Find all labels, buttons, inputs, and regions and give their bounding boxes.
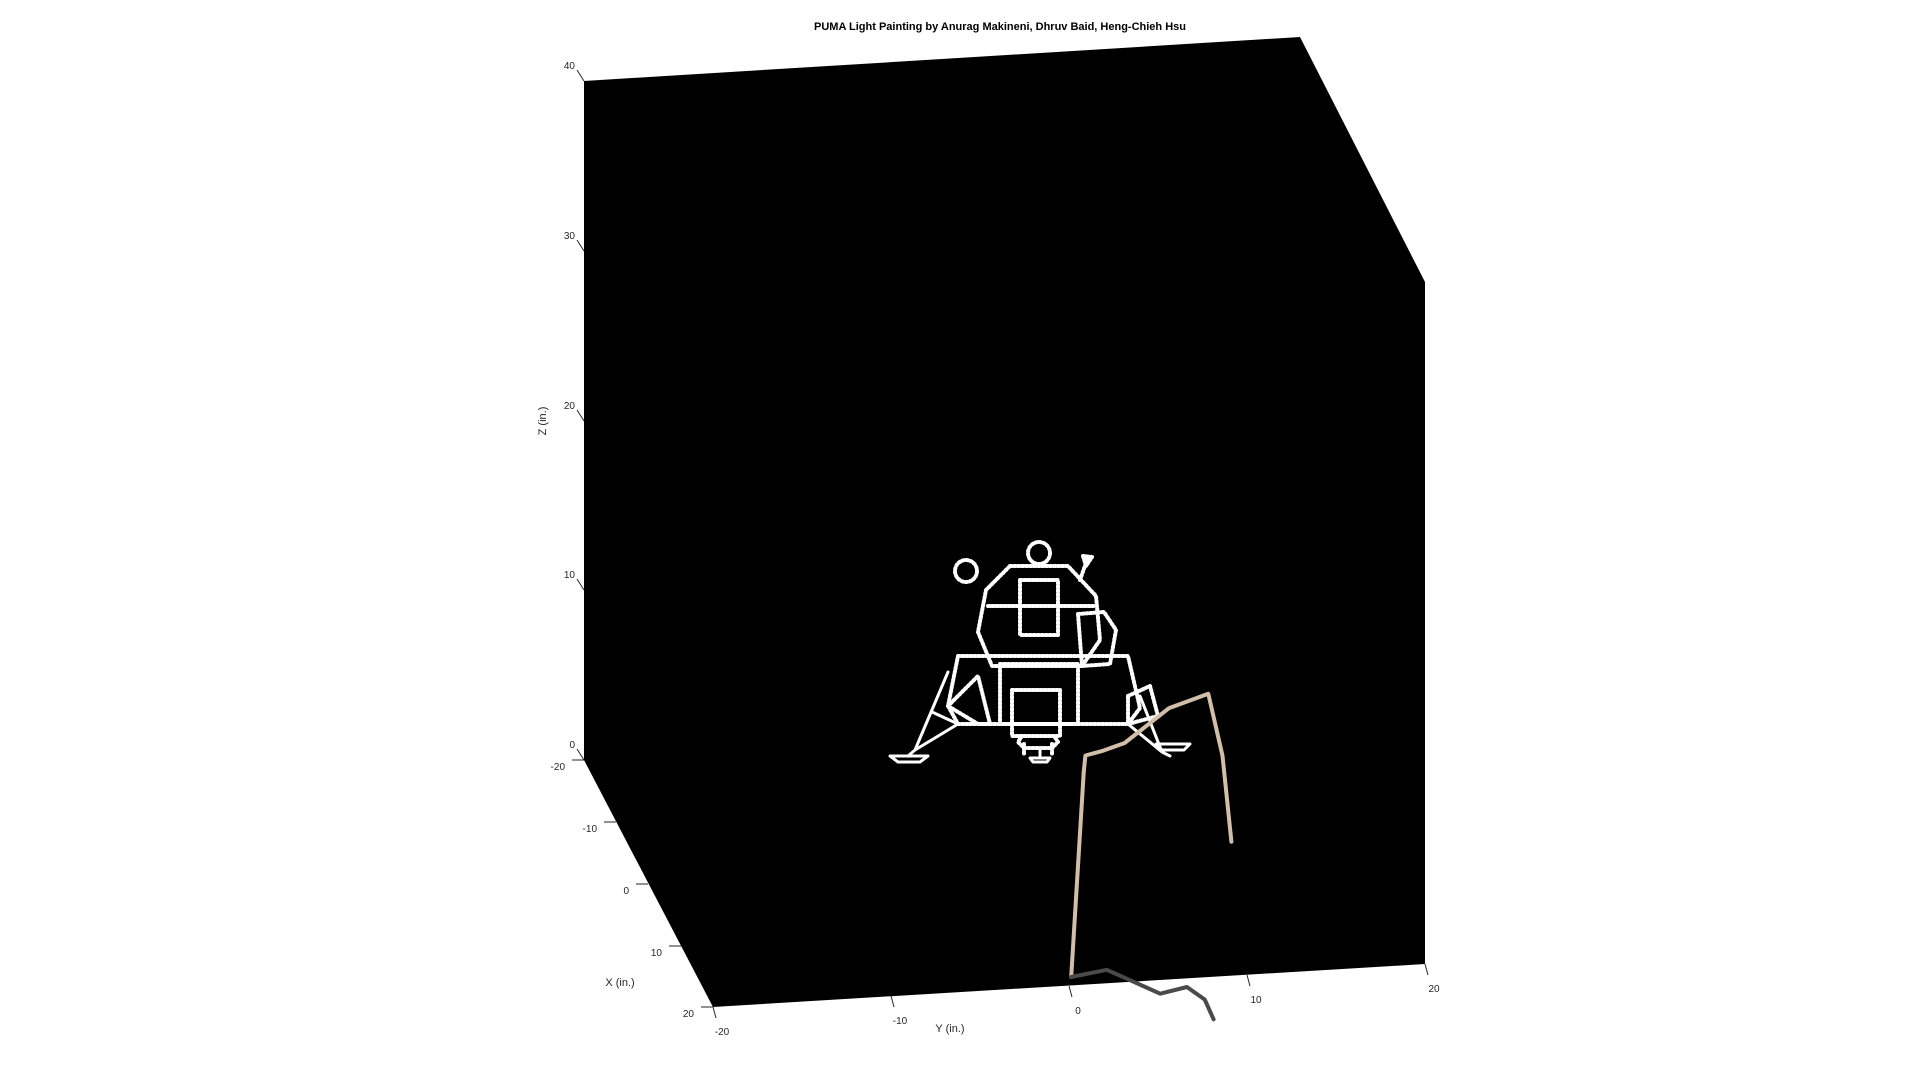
- y-tick-label: 0: [1075, 1006, 1081, 1017]
- z-tick-label: 0: [569, 740, 575, 751]
- chart-title: PUMA Light Painting by Anurag Makineni, …: [814, 21, 1186, 33]
- back-wall-panel: [584, 37, 1425, 1007]
- z-tick-line-2: [576, 409, 585, 422]
- z-tick-label: 20: [564, 401, 576, 412]
- lunar-module-drawing: [888, 540, 1192, 764]
- x-axis-label: X (in.): [605, 977, 634, 989]
- left-wing: [946, 674, 992, 726]
- robot-path-series: [1069, 691, 1234, 1022]
- center-footpad: [1028, 756, 1052, 764]
- antenna-star: [1081, 554, 1094, 568]
- x-tick-label: 10: [651, 948, 663, 959]
- series-line-1: [1069, 770, 1086, 979]
- y-tick-line-1: [890, 995, 895, 1008]
- right-footpad: [1154, 742, 1192, 752]
- y-tick-label: 20: [1428, 984, 1440, 995]
- x-tick-label: 0: [623, 886, 629, 897]
- x-tick-label: -20: [551, 762, 566, 773]
- x-axis: -20 -10 0 10 20 X (in.): [551, 759, 713, 1020]
- z-tick-line-4: [576, 69, 585, 82]
- y-tick-line-2: [1068, 985, 1073, 998]
- z-axis: 0 10 20 30 40 Z (in.): [537, 61, 585, 761]
- x-tick-label: -10: [583, 824, 598, 835]
- left-leg: [906, 670, 960, 758]
- y-tick-line-3: [1246, 974, 1251, 987]
- engine-bell: [1016, 734, 1060, 750]
- y-tick-label: -10: [893, 1016, 908, 1027]
- engine-frame: [1010, 688, 1062, 738]
- series-line-2: [1069, 967, 1216, 1022]
- series-line-0: [1081, 691, 1234, 844]
- y-tick-line-4: [1424, 963, 1429, 976]
- y-tick-line-0: [712, 1006, 717, 1019]
- z-tick-label: 30: [564, 231, 576, 242]
- z-tick-label: 10: [564, 570, 576, 581]
- z-axis-label: Z (in.): [537, 407, 549, 436]
- descent-bay: [998, 662, 1080, 726]
- landing-legs: [888, 670, 1192, 764]
- y-tick-label: 10: [1250, 995, 1262, 1006]
- z-tick-line-3: [576, 239, 585, 252]
- y-axis: -20 -10 0 10 20 Y (in.): [712, 963, 1440, 1038]
- z-tick-label: 40: [564, 61, 576, 72]
- x-tick-label: 20: [683, 1009, 695, 1020]
- antenna-dish: [953, 558, 979, 584]
- axes: -20 -10 0 10 20 X (in.) -20 -10 0 10 20 …: [537, 61, 1440, 1038]
- y-tick-label: -20: [715, 1027, 730, 1038]
- z-tick-line-0: [576, 748, 585, 761]
- right-leg: [1126, 694, 1172, 758]
- y-axis-label: Y (in.): [935, 1023, 964, 1035]
- left-footpad: [888, 754, 930, 764]
- z-tick-line-1: [576, 578, 585, 591]
